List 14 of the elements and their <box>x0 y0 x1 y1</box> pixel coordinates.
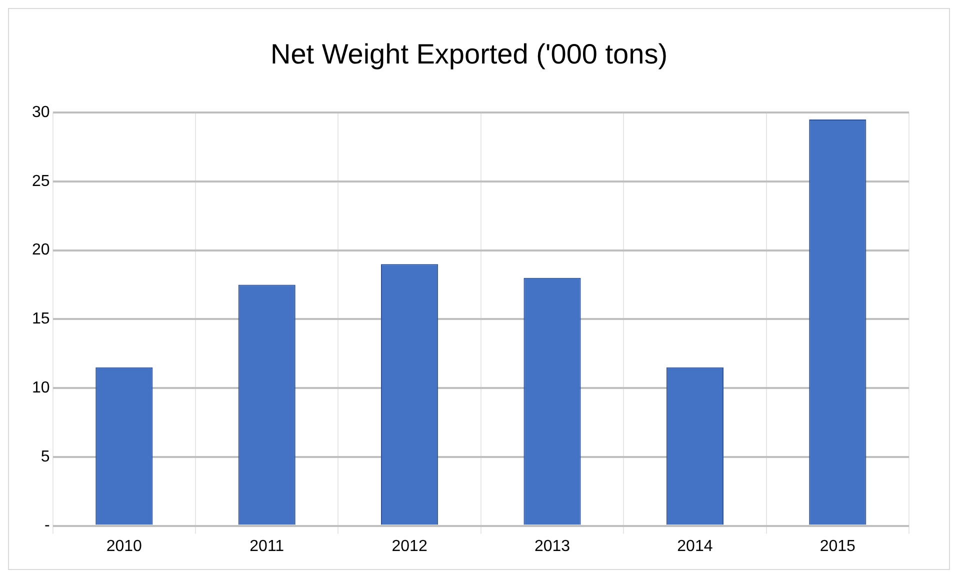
x-tick-label: 2014 <box>677 538 713 555</box>
y-tick-label: 5 <box>40 448 50 466</box>
y-tick-label: - <box>44 517 50 534</box>
y-tick-label: 15 <box>32 310 50 328</box>
y-tick-label: 30 <box>32 104 50 122</box>
x-tick-label: 2011 <box>250 538 284 555</box>
x-tick-label: 2010 <box>106 538 142 555</box>
y-tick-label: 20 <box>32 242 50 259</box>
chart-title: Net Weight Exported ('000 tons) <box>270 38 668 70</box>
y-tick-label: 25 <box>32 172 50 190</box>
x-tick-label: 2013 <box>534 538 570 555</box>
x-tick-label: 2015 <box>820 538 856 555</box>
y-tick-label: 10 <box>32 379 50 396</box>
x-tick-label: 2012 <box>392 538 428 555</box>
